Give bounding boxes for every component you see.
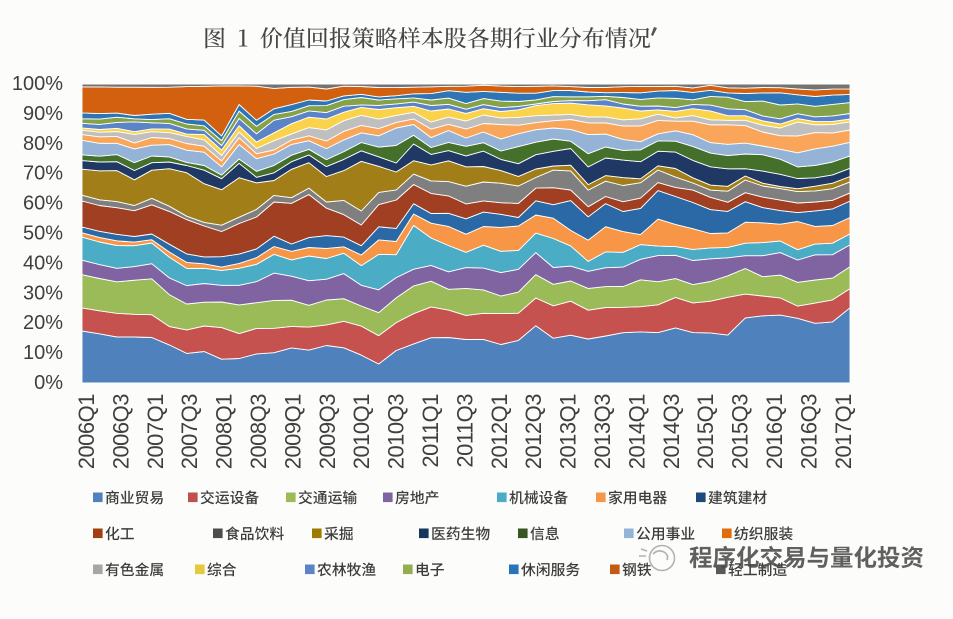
svg-text:2013Q3: 2013Q3 bbox=[590, 394, 615, 470]
svg-text:0%: 0% bbox=[34, 372, 63, 394]
svg-text:50%: 50% bbox=[23, 223, 63, 245]
svg-text:2006Q1: 2006Q1 bbox=[74, 394, 99, 470]
svg-text:2012Q1: 2012Q1 bbox=[487, 394, 512, 470]
svg-text:100%: 100% bbox=[12, 73, 63, 95]
svg-text:30%: 30% bbox=[23, 282, 63, 304]
svg-text:2009Q3: 2009Q3 bbox=[315, 394, 340, 470]
svg-text:2007Q1: 2007Q1 bbox=[143, 394, 168, 470]
svg-text:80%: 80% bbox=[23, 133, 63, 155]
svg-text:2009Q1: 2009Q1 bbox=[280, 394, 305, 470]
svg-text:40%: 40% bbox=[23, 252, 63, 274]
svg-text:2016Q3: 2016Q3 bbox=[796, 394, 821, 470]
svg-text:90%: 90% bbox=[23, 103, 63, 125]
svg-text:2008Q1: 2008Q1 bbox=[212, 394, 237, 470]
svg-text:70%: 70% bbox=[23, 163, 63, 185]
svg-text:2010Q1: 2010Q1 bbox=[349, 394, 374, 470]
svg-text:20%: 20% bbox=[23, 312, 63, 334]
svg-text:2010Q3: 2010Q3 bbox=[384, 394, 409, 470]
svg-text:2008Q3: 2008Q3 bbox=[246, 394, 271, 470]
svg-text:2011Q3: 2011Q3 bbox=[452, 394, 477, 468]
svg-text:2016Q1: 2016Q1 bbox=[762, 394, 787, 470]
svg-text:2015Q3: 2015Q3 bbox=[728, 394, 753, 470]
svg-text:2014Q1: 2014Q1 bbox=[624, 394, 649, 470]
svg-text:2015Q1: 2015Q1 bbox=[693, 394, 718, 470]
svg-text:2011Q1: 2011Q1 bbox=[418, 394, 443, 468]
svg-text:2017Q1: 2017Q1 bbox=[831, 394, 856, 470]
svg-text:10%: 10% bbox=[23, 342, 63, 364]
svg-text:2012Q3: 2012Q3 bbox=[521, 394, 546, 470]
svg-text:2013Q1: 2013Q1 bbox=[556, 394, 581, 470]
svg-text:2014Q3: 2014Q3 bbox=[659, 394, 684, 470]
svg-text:2006Q3: 2006Q3 bbox=[108, 394, 133, 470]
svg-text:2007Q3: 2007Q3 bbox=[177, 394, 202, 470]
svg-text:60%: 60% bbox=[23, 193, 63, 215]
